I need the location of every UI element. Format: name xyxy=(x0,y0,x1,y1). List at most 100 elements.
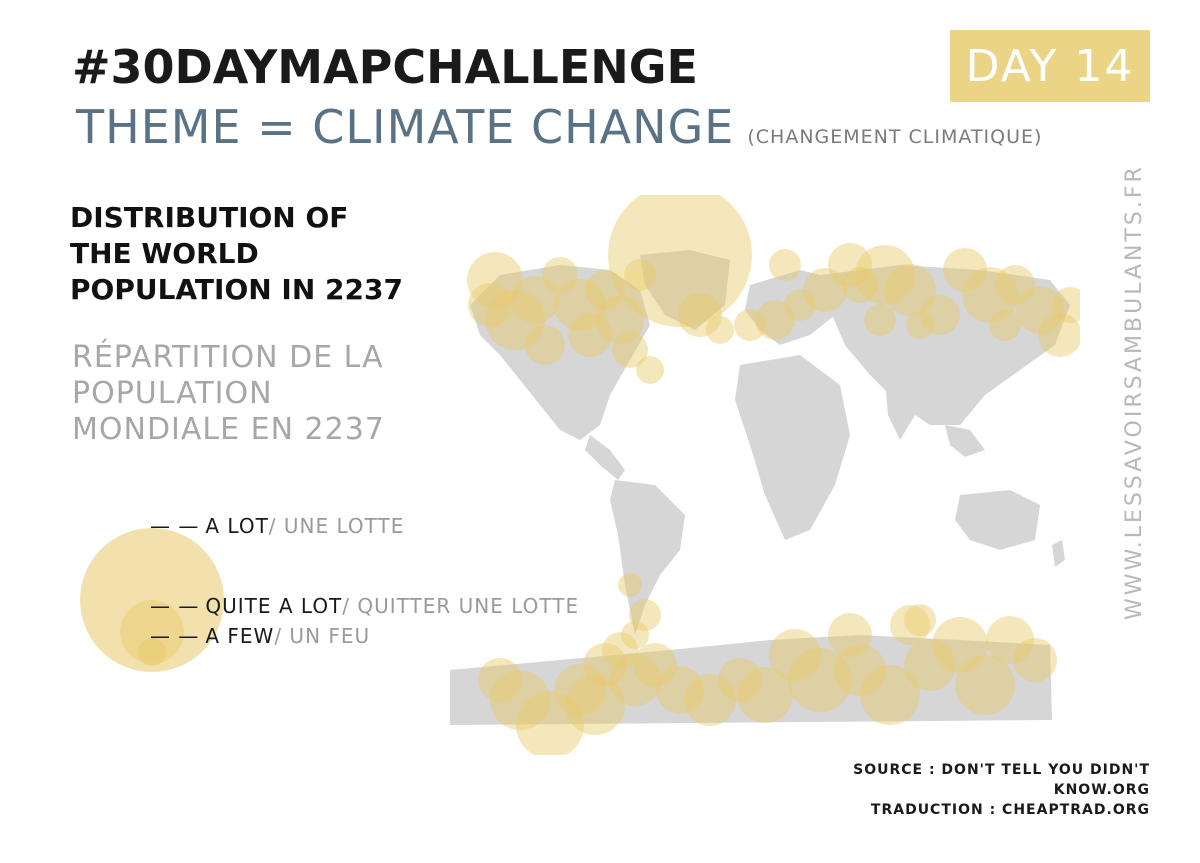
bubble xyxy=(943,248,987,292)
north-america-land xyxy=(470,265,650,440)
bubble xyxy=(995,265,1035,305)
bubble xyxy=(769,629,821,681)
subtitle-french: RÉPARTITION DE LA POPULATION MONDIALE EN… xyxy=(72,340,385,447)
bubble xyxy=(554,279,606,331)
legend-circle-medium xyxy=(120,600,184,664)
bubble xyxy=(864,304,896,336)
bubble xyxy=(596,296,644,344)
legend-circle-large xyxy=(80,528,224,672)
legend-label-en: A LOT xyxy=(205,514,269,538)
bubble xyxy=(932,617,988,673)
bubble xyxy=(467,252,523,308)
bubble xyxy=(828,613,872,657)
bubble xyxy=(734,309,766,341)
bubble xyxy=(755,300,795,340)
bubble xyxy=(855,245,915,305)
legend-dash: — — xyxy=(150,514,200,538)
bubble xyxy=(490,670,550,730)
legend-label-en: QUITE A LOT xyxy=(205,594,343,618)
bubble xyxy=(618,573,642,597)
bubble xyxy=(609,654,661,706)
legend-dash: — — xyxy=(150,594,200,618)
australia-land xyxy=(955,490,1040,550)
source-line: SOURCE : DON'T TELL YOU DIDN'T KNOW.ORG xyxy=(853,762,1150,798)
africa-land xyxy=(735,355,850,540)
legend-row-a-few: — — A FEW/ UN FEU xyxy=(150,624,370,648)
bubble xyxy=(803,268,847,312)
bubble xyxy=(1052,287,1080,323)
source-credits: SOURCE : DON'T TELL YOU DIDN'T KNOW.ORG … xyxy=(820,760,1150,820)
subtitle-english: DISTRIBUTION OF THE WORLD POPULATION IN … xyxy=(70,201,403,306)
bubble xyxy=(629,599,661,631)
legend-row-a-lot: — — A LOT/ UNE LOTTE xyxy=(150,514,404,538)
theme-row: THEME = CLIMATE CHANGE (CHANGEMENT CLIMA… xyxy=(76,100,1042,154)
bubble xyxy=(890,605,930,645)
bubble xyxy=(585,270,625,310)
bubble xyxy=(784,289,816,321)
bubble xyxy=(706,316,734,344)
website-credit: WWW.LESSAVOIRSAMBULANTS.FR xyxy=(1122,164,1147,620)
bubble xyxy=(884,264,936,316)
bubble xyxy=(955,655,1015,715)
southeast-asia-land xyxy=(945,425,985,457)
day-badge: DAY 14 xyxy=(950,30,1150,102)
south-america-land xyxy=(610,480,685,635)
bubble xyxy=(468,283,512,327)
bubble xyxy=(621,621,649,649)
bubble xyxy=(678,293,722,337)
bubble xyxy=(860,665,920,725)
bubble xyxy=(989,309,1021,341)
europe-land xyxy=(745,270,840,345)
population-bubbles xyxy=(467,195,1080,755)
bubble xyxy=(636,356,664,384)
legend-label-fr: / UN FEU xyxy=(274,624,371,648)
bubble xyxy=(602,632,638,668)
bubble xyxy=(1016,286,1064,334)
theme-translation: (CHANGEMENT CLIMATIQUE) xyxy=(747,126,1043,148)
bubble xyxy=(511,276,559,324)
bubble xyxy=(962,267,1018,323)
bubble xyxy=(904,639,956,691)
bubble xyxy=(906,311,934,339)
size-legend: — — A LOT/ UNE LOTTE — — QUITE A LOT/ QUIT… xyxy=(60,500,620,700)
central-america-land xyxy=(585,435,625,480)
bubble xyxy=(986,616,1034,664)
bubble xyxy=(633,643,677,687)
bubble xyxy=(485,290,545,350)
india-land xyxy=(885,380,915,440)
bubble xyxy=(904,604,936,636)
bubble xyxy=(624,259,656,291)
new-zealand-land xyxy=(1052,540,1065,567)
bubble xyxy=(1038,313,1080,357)
bubble xyxy=(788,648,852,712)
legend-row-quite-a-lot: — — QUITE A LOT/ QUITTER UNE LOTTE xyxy=(150,594,579,618)
greenland-land xyxy=(640,250,730,330)
antarctica-land xyxy=(450,635,1052,725)
day-label: DAY 14 xyxy=(965,40,1135,92)
bubble xyxy=(656,666,704,714)
bubble xyxy=(525,325,565,365)
bubble xyxy=(516,691,584,755)
bubble xyxy=(834,644,886,696)
legend-label-en: A FEW xyxy=(205,624,275,648)
bubble xyxy=(583,643,627,687)
legend-label-fr: / UNE LOTTE xyxy=(268,514,405,538)
bubble xyxy=(568,313,612,357)
bubble xyxy=(684,674,736,726)
bubble xyxy=(565,675,625,735)
bubble xyxy=(737,667,793,723)
legend-dash: — — xyxy=(150,624,200,648)
world-map xyxy=(450,195,1080,755)
bubble xyxy=(718,658,762,702)
legend-circle-small xyxy=(138,638,166,666)
asia-land xyxy=(820,265,1070,425)
bubble xyxy=(1013,638,1057,682)
land-masses xyxy=(450,250,1070,725)
legend-circles xyxy=(80,528,224,672)
bubble xyxy=(608,195,752,327)
bubble xyxy=(554,664,606,716)
map-title: #30DAYMAPCHALLENGE xyxy=(72,40,698,94)
bubble xyxy=(920,295,960,335)
bubble xyxy=(542,257,578,293)
bubble xyxy=(478,658,522,702)
